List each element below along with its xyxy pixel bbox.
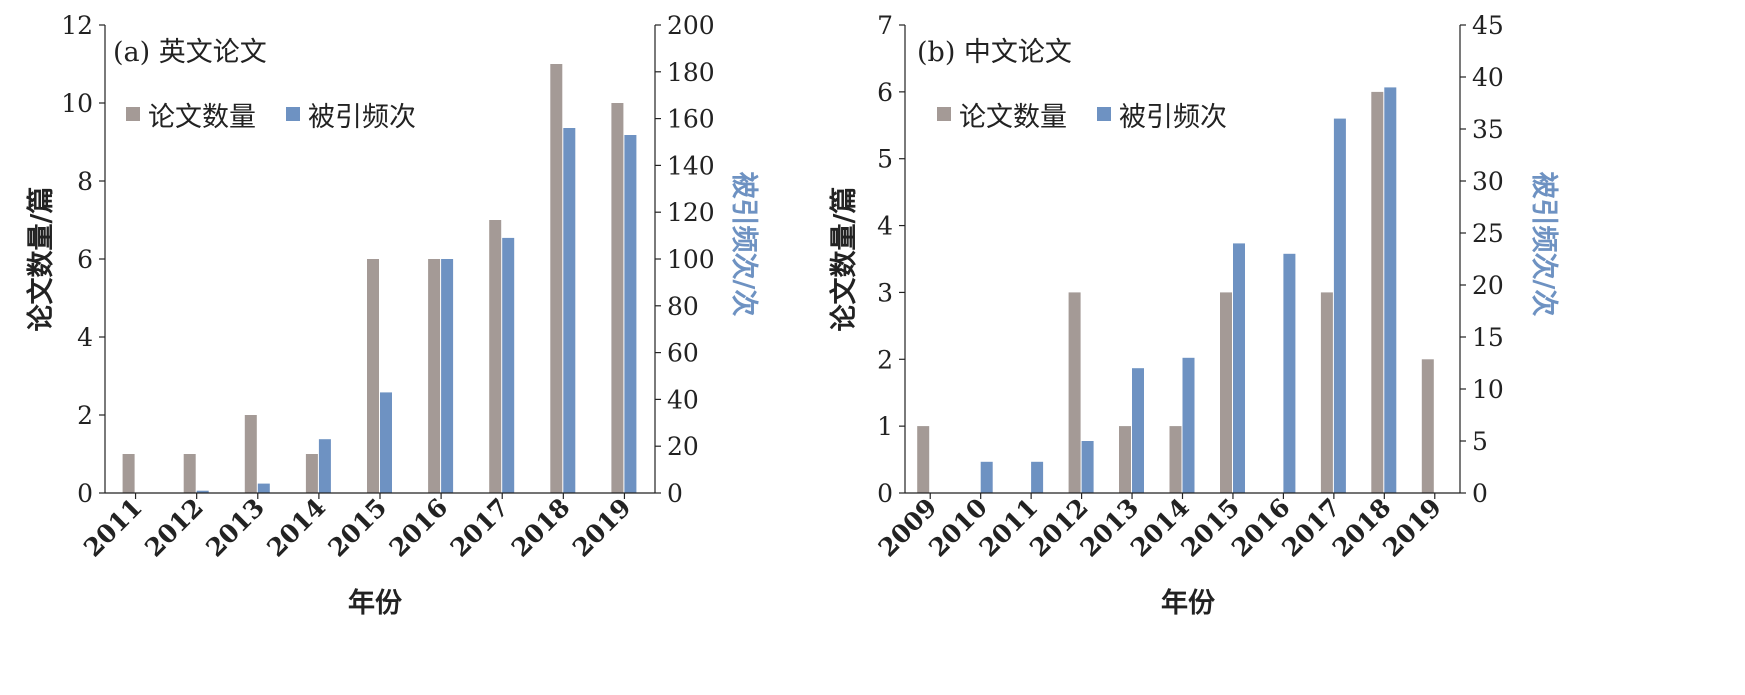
left-tick-label: 6 bbox=[77, 245, 93, 274]
bar-citations-2011 bbox=[1031, 461, 1044, 493]
bar-citations-2014 bbox=[318, 439, 331, 493]
left-tick-label: 0 bbox=[77, 479, 93, 508]
bar-papers-2018 bbox=[1371, 91, 1384, 494]
legend-label-papers: 论文数量 bbox=[148, 102, 256, 133]
left-tick-label: 4 bbox=[77, 323, 93, 352]
right-tick-label: 10 bbox=[1472, 375, 1504, 404]
legend-label-papers: 论文数量 bbox=[959, 102, 1067, 133]
x-tick-label: 2017 bbox=[445, 493, 515, 563]
legend-swatch-papers bbox=[937, 107, 951, 121]
bar-citations-2010 bbox=[980, 461, 993, 493]
chart-panel-b: 0123456705101520253035404520092010201120… bbox=[828, 11, 1559, 619]
right-tick-label: 140 bbox=[667, 151, 715, 180]
left-tick-label: 1 bbox=[877, 412, 893, 441]
left-tick-label: 4 bbox=[877, 212, 893, 241]
bar-papers-2009 bbox=[917, 426, 930, 493]
x-tick-label: 2012 bbox=[139, 493, 209, 563]
right-tick-label: 180 bbox=[667, 58, 715, 87]
bar-citations-2018 bbox=[563, 128, 576, 493]
x-tick-label: 2019 bbox=[567, 493, 637, 563]
right-tick-label: 15 bbox=[1472, 323, 1504, 352]
bar-citations-2015 bbox=[380, 392, 392, 493]
bar-papers-2015 bbox=[1220, 292, 1232, 493]
left-tick-label: 2 bbox=[77, 401, 93, 430]
bar-papers-2014 bbox=[305, 454, 318, 493]
x-tick-label: 2013 bbox=[200, 493, 270, 563]
left-tick-label: 3 bbox=[877, 278, 893, 307]
bar-citations-2013 bbox=[257, 483, 270, 493]
bar-papers-2013 bbox=[244, 415, 257, 493]
right-tick-label: 20 bbox=[1472, 271, 1504, 300]
left-tick-label: 10 bbox=[61, 89, 93, 118]
bar-citations-2012 bbox=[196, 490, 209, 493]
right-tick-label: 0 bbox=[667, 479, 683, 508]
right-tick-label: 20 bbox=[667, 432, 699, 461]
right-tick-label: 40 bbox=[667, 385, 699, 414]
bar-citations-2012 bbox=[1081, 441, 1094, 493]
bar-papers-2013 bbox=[1119, 426, 1131, 493]
right-tick-label: 80 bbox=[667, 292, 699, 321]
bar-citations-2013 bbox=[1132, 368, 1144, 493]
left-tick-label: 6 bbox=[877, 78, 893, 107]
legend-label-citations: 被引频次 bbox=[1119, 102, 1227, 133]
right-tick-label: 0 bbox=[1472, 479, 1488, 508]
bar-citations-2014 bbox=[1182, 357, 1195, 493]
left-axis-title: 论文数量/篇 bbox=[828, 187, 860, 332]
left-axis-title: 论文数量/篇 bbox=[25, 187, 57, 332]
bar-papers-2012 bbox=[183, 454, 196, 493]
bar-papers-2015 bbox=[367, 259, 379, 493]
bar-papers-2018 bbox=[550, 64, 563, 493]
left-tick-label: 5 bbox=[877, 145, 893, 174]
bar-papers-2019 bbox=[611, 103, 624, 493]
bar-papers-2017 bbox=[489, 220, 502, 493]
right-tick-label: 40 bbox=[1472, 63, 1504, 92]
x-tick-label: 2016 bbox=[384, 493, 454, 563]
bar-papers-2014 bbox=[1169, 426, 1182, 493]
x-axis-title: 年份 bbox=[348, 587, 402, 619]
legend-label-citations: 被引频次 bbox=[308, 102, 416, 133]
bar-citations-2018 bbox=[1384, 87, 1397, 494]
bar-citations-2015 bbox=[1233, 243, 1245, 493]
right-tick-label: 35 bbox=[1472, 115, 1504, 144]
right-tick-label: 160 bbox=[667, 105, 715, 134]
right-tick-label: 30 bbox=[1472, 167, 1504, 196]
chart-panel-a: 0246810120204060801001201401601802002011… bbox=[25, 11, 759, 619]
right-tick-label: 200 bbox=[667, 11, 715, 40]
legend-swatch-papers bbox=[126, 107, 140, 121]
left-tick-label: 7 bbox=[877, 11, 893, 40]
right-tick-label: 100 bbox=[667, 245, 715, 274]
panel-label: (a) 英文论文 bbox=[113, 37, 267, 68]
right-tick-label: 25 bbox=[1472, 219, 1504, 248]
right-tick-label: 45 bbox=[1472, 11, 1504, 40]
bar-papers-2019 bbox=[1421, 359, 1434, 493]
left-tick-label: 8 bbox=[77, 167, 93, 196]
bar-papers-2016 bbox=[428, 259, 441, 493]
x-tick-label: 2015 bbox=[323, 493, 393, 563]
bar-citations-2017 bbox=[1333, 118, 1346, 493]
x-tick-label: 2018 bbox=[506, 493, 576, 563]
bar-papers-2011 bbox=[122, 454, 135, 493]
bar-citations-2019 bbox=[624, 135, 637, 493]
left-tick-label: 0 bbox=[877, 479, 893, 508]
x-axis-title: 年份 bbox=[1161, 587, 1215, 619]
right-tick-label: 5 bbox=[1472, 427, 1488, 456]
bar-citations-2017 bbox=[502, 237, 515, 493]
right-axis-title: 被引频次/次 bbox=[728, 172, 759, 317]
bar-citations-2016 bbox=[441, 259, 454, 493]
bar-citations-2016 bbox=[1283, 253, 1296, 493]
panel-label: (b) 中文论文 bbox=[917, 37, 1072, 68]
legend-swatch-citations bbox=[1097, 107, 1111, 121]
x-tick-label: 2019 bbox=[1377, 493, 1447, 563]
right-tick-label: 120 bbox=[667, 198, 715, 227]
legend-swatch-citations bbox=[286, 107, 300, 121]
right-tick-label: 60 bbox=[667, 339, 699, 368]
left-tick-label: 12 bbox=[61, 11, 93, 40]
bar-papers-2012 bbox=[1068, 292, 1081, 493]
x-tick-label: 2014 bbox=[261, 493, 331, 563]
right-axis-title: 被引频次/次 bbox=[1528, 172, 1559, 317]
bar-papers-2017 bbox=[1320, 292, 1333, 493]
left-tick-label: 2 bbox=[877, 345, 893, 374]
